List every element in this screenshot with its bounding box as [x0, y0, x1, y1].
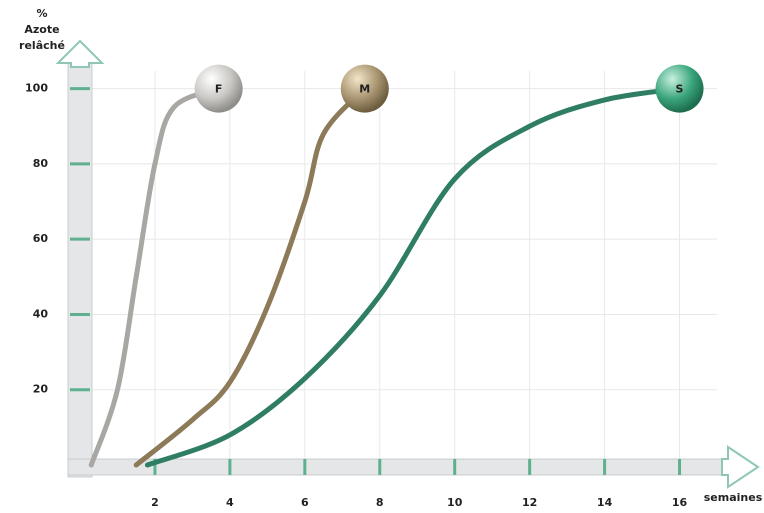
series-end-ball [655, 64, 704, 113]
x-tick-label: 14 [597, 496, 613, 509]
x-tick-label: 4 [226, 496, 234, 509]
y-tick-label: 80 [33, 157, 49, 170]
y-axis-arrow [55, 39, 105, 68]
x-tick-label: 16 [672, 496, 688, 509]
series-line [133, 86, 368, 468]
series-line [88, 86, 222, 468]
x-tick-label: 6 [301, 496, 309, 509]
y-tick-label: 20 [33, 383, 49, 396]
x-axis-label: semaines [704, 491, 763, 504]
series-end-ball [194, 64, 243, 113]
y-axis-label: relâché [19, 39, 65, 52]
series-end-ball [340, 64, 389, 113]
y-axis-bar [67, 60, 93, 478]
y-axis-label: Azote [24, 23, 59, 36]
axes [55, 39, 760, 489]
series-name: S [676, 83, 684, 96]
y-tick-label: 40 [33, 307, 49, 320]
x-tick-label: 12 [522, 496, 537, 509]
series-name: F [215, 83, 223, 96]
x-tick-label: 2 [151, 496, 159, 509]
series-line [144, 86, 683, 468]
x-axis-arrow [721, 445, 760, 489]
y-axis-label: % [36, 7, 47, 20]
x-tick-label: 10 [447, 496, 463, 509]
y-tick-label: 100 [25, 82, 48, 95]
x-tick-label: 8 [376, 496, 384, 509]
y-tick-label: 60 [33, 232, 49, 245]
grid [80, 71, 717, 465]
series-name: M [359, 83, 370, 96]
